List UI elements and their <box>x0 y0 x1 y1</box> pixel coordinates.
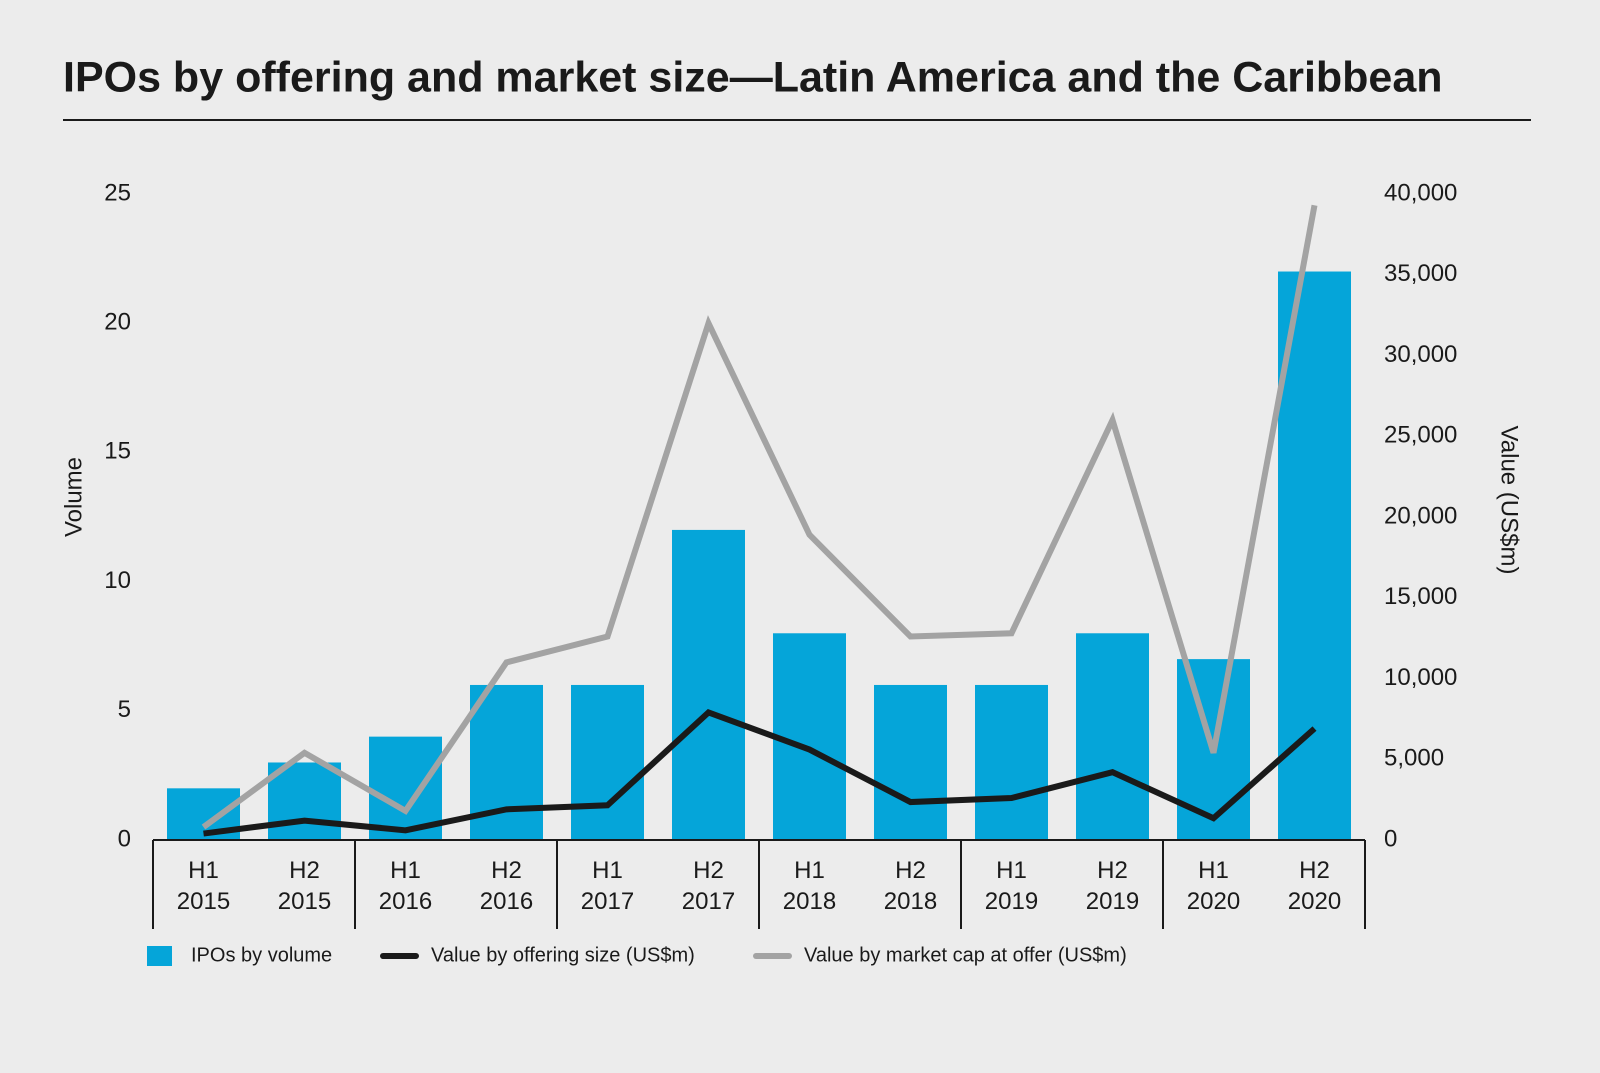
y-axis-title: Volume <box>60 457 87 537</box>
bar <box>571 684 644 840</box>
legend-label: IPOs by volume <box>191 944 332 966</box>
line-series <box>201 204 1318 830</box>
y2-tick-label: 10,000 <box>1384 664 1457 691</box>
chart-title: IPOs by offering and market size—Latin A… <box>63 53 1443 101</box>
x-tick-label: H2 2019 <box>1085 857 1140 915</box>
bar <box>672 529 745 840</box>
legend-label: Value by offering size (US$m) <box>431 944 695 966</box>
y-tick-label: 0 <box>118 825 131 852</box>
legend-swatch <box>147 946 172 966</box>
y2-tick-label: 0 <box>1384 825 1397 852</box>
x-tick-label: H2 2015 <box>277 857 332 915</box>
x-tick-label: H1 2019 <box>984 857 1039 915</box>
y-tick-label: 10 <box>104 567 131 594</box>
bar <box>1278 271 1351 840</box>
legend-label: Value by market cap at offer (US$m) <box>804 944 1127 966</box>
y-tick-label: 20 <box>104 309 131 336</box>
bar <box>773 633 846 840</box>
y2-tick-label: 5,000 <box>1384 745 1444 772</box>
x-tick-label: H1 2020 <box>1186 857 1241 915</box>
y2-tick-label: 30,000 <box>1384 341 1457 368</box>
x-tick-label: H2 2017 <box>681 857 736 915</box>
line-series <box>203 708 1317 837</box>
bar <box>975 684 1048 840</box>
y-tick-label: 5 <box>118 696 131 723</box>
x-tick-label: H1 2017 <box>580 857 635 915</box>
y2-tick-label: 20,000 <box>1384 502 1457 529</box>
x-tick-label: H1 2018 <box>782 857 837 915</box>
y2-tick-label: 40,000 <box>1384 179 1457 206</box>
x-tick-label: H2 2020 <box>1287 857 1342 915</box>
y-tick-label: 25 <box>104 179 131 206</box>
x-tick-label: H2 2016 <box>479 857 534 915</box>
x-tick-label: H2 2018 <box>883 857 938 915</box>
bar <box>1076 633 1149 840</box>
bar <box>874 684 947 840</box>
x-tick-label: H1 2016 <box>378 857 433 915</box>
x-tick-label: H1 2015 <box>176 857 231 915</box>
y-tick-label: 15 <box>104 438 131 465</box>
bar <box>268 762 341 840</box>
y2-tick-label: 25,000 <box>1384 422 1457 449</box>
y2-axis-title: Value (US$m) <box>1496 426 1523 575</box>
y2-tick-label: 35,000 <box>1384 260 1457 287</box>
y2-tick-label: 15,000 <box>1384 583 1457 610</box>
